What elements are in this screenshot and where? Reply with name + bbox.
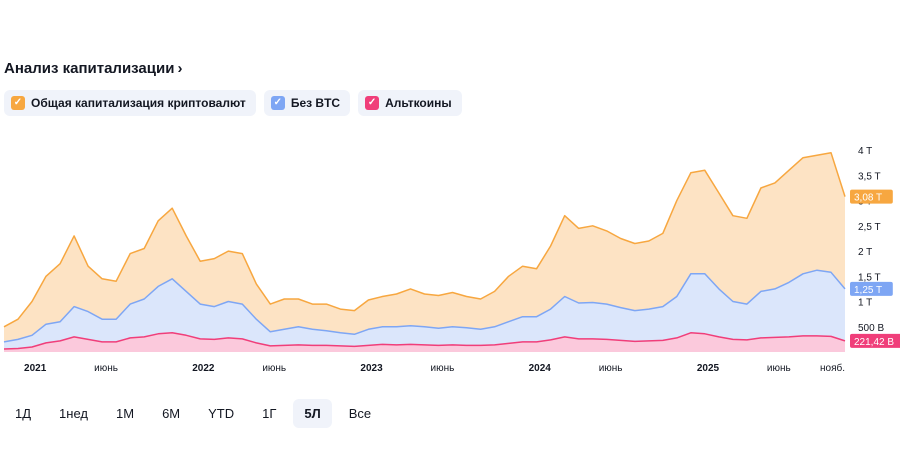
page-title-text: Анализ капитализации xyxy=(4,60,175,77)
checkbox-icon[interactable]: ✓ xyxy=(270,96,285,110)
range-1d[interactable]: 1Д xyxy=(15,406,32,421)
y-tick-label: 2 T xyxy=(858,247,872,258)
range-selector: 1Д 1нед 1М 6М YTD 1Г 5Л Все xyxy=(4,399,382,428)
x-tick-label: июнь xyxy=(94,363,118,374)
x-tick-label: нояб. xyxy=(820,362,845,374)
last-value-label: 3,08 T xyxy=(854,193,882,204)
x-tick-label: июнь xyxy=(599,363,623,374)
x-tick-label: июнь xyxy=(767,363,791,374)
series-altcoins-area xyxy=(4,332,845,352)
checkbox-icon[interactable]: ✓ xyxy=(11,96,25,110)
series-total-line xyxy=(3,151,846,328)
market-cap-chart[interactable]: 500 B1 T1,5 T2 T2,5 T3 T3,5 T4 T2021июнь… xyxy=(0,130,900,380)
legend-label: Альткоины xyxy=(385,96,452,110)
range-5y[interactable]: 5Л xyxy=(293,399,332,428)
y-tick-label: 1,5 T xyxy=(858,272,881,283)
series-altcoins-line xyxy=(3,332,846,350)
y-tick-label: 3,5 T xyxy=(858,171,881,182)
page-title[interactable]: Анализ капитализации › xyxy=(4,60,182,77)
x-tick-label: 2025 xyxy=(697,363,720,374)
range-ytd[interactable]: YTD xyxy=(208,406,235,421)
range-6m[interactable]: 6М xyxy=(162,406,181,421)
range-1y[interactable]: 1Г xyxy=(262,406,277,421)
y-tick-label: 1 T xyxy=(858,298,872,309)
legend-label: Без BTC xyxy=(290,96,341,110)
range-1m[interactable]: 1М xyxy=(116,406,135,421)
checkbox-icon[interactable]: ✓ xyxy=(365,96,380,110)
x-tick-label: июнь xyxy=(431,363,455,374)
x-tick-label: июнь xyxy=(262,363,286,374)
x-tick-label: 2021 xyxy=(24,363,47,374)
last-value-badge xyxy=(850,281,893,296)
legend-item-ex-btc[interactable]: ✓ Без BTC xyxy=(263,90,351,116)
y-tick-label: 4 T xyxy=(858,146,872,157)
last-value-badge xyxy=(850,189,893,204)
series-total-area xyxy=(4,152,845,352)
legend-item-altcoins[interactable]: ✓ Альткоины xyxy=(358,90,462,116)
x-tick-label: 2024 xyxy=(529,363,552,374)
last-value-badge xyxy=(850,333,900,348)
x-tick-label: 2022 xyxy=(192,363,215,374)
range-1w[interactable]: 1нед xyxy=(59,406,88,421)
series-ex-btc-line xyxy=(3,269,846,343)
series-ex-btc-area xyxy=(4,270,845,352)
legend-item-total[interactable]: ✓ Общая капитализация криптовалют xyxy=(4,90,256,116)
range-all[interactable]: Все xyxy=(348,406,372,421)
legend-label: Общая капитализация криптовалют xyxy=(31,96,246,110)
x-tick-label: 2023 xyxy=(360,363,383,374)
y-tick-label: 500 B xyxy=(858,323,884,334)
chevron-right-icon: › xyxy=(177,60,183,77)
last-value-label: 221,42 B xyxy=(854,337,894,348)
y-tick-label: 2,5 T xyxy=(858,222,881,233)
legend: ✓ Общая капитализация криптовалют ✓ Без … xyxy=(4,90,462,116)
last-value-label: 1,25 T xyxy=(854,285,882,296)
